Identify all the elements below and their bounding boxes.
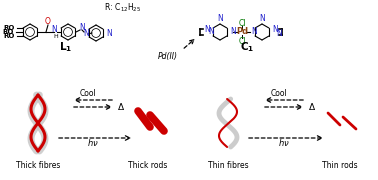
Text: N: N (208, 28, 214, 37)
Text: N: N (276, 30, 282, 39)
Text: N: N (251, 28, 257, 37)
Text: R: C: R: C (105, 3, 120, 12)
Text: RO: RO (3, 25, 15, 31)
Text: N: N (79, 24, 85, 33)
Text: N: N (259, 14, 265, 23)
Text: N: N (230, 28, 236, 37)
Text: N: N (272, 26, 278, 35)
Text: $h\nu$: $h\nu$ (87, 138, 99, 148)
Text: Cool: Cool (271, 89, 287, 98)
Text: Cool: Cool (80, 89, 96, 98)
Text: $\mathbf{C_1}$: $\mathbf{C_1}$ (240, 40, 254, 54)
Text: N: N (83, 30, 89, 39)
Text: Thick rods: Thick rods (128, 161, 168, 170)
Text: Δ: Δ (118, 102, 124, 111)
Text: Pd(II): Pd(II) (158, 52, 178, 61)
Text: Thick fibres: Thick fibres (16, 161, 60, 170)
Text: N: N (204, 24, 210, 33)
Text: Cl: Cl (238, 37, 246, 46)
Text: Thin rods: Thin rods (322, 161, 358, 170)
Text: Cl: Cl (238, 19, 246, 28)
Text: Δ: Δ (309, 102, 315, 111)
Text: RO: RO (3, 33, 15, 39)
Text: $_{12}$H$_{25}$: $_{12}$H$_{25}$ (120, 2, 141, 14)
Text: N: N (217, 14, 223, 23)
Text: H: H (54, 33, 58, 39)
Text: $\mathbf{L_1}$: $\mathbf{L_1}$ (59, 40, 73, 54)
Text: N: N (106, 28, 112, 37)
Text: $h\nu$: $h\nu$ (278, 138, 290, 148)
Text: Pd: Pd (236, 28, 248, 37)
Text: O: O (45, 17, 51, 26)
Text: N: N (51, 26, 57, 35)
Text: Thin fibres: Thin fibres (208, 161, 248, 170)
Text: RO: RO (2, 29, 14, 35)
